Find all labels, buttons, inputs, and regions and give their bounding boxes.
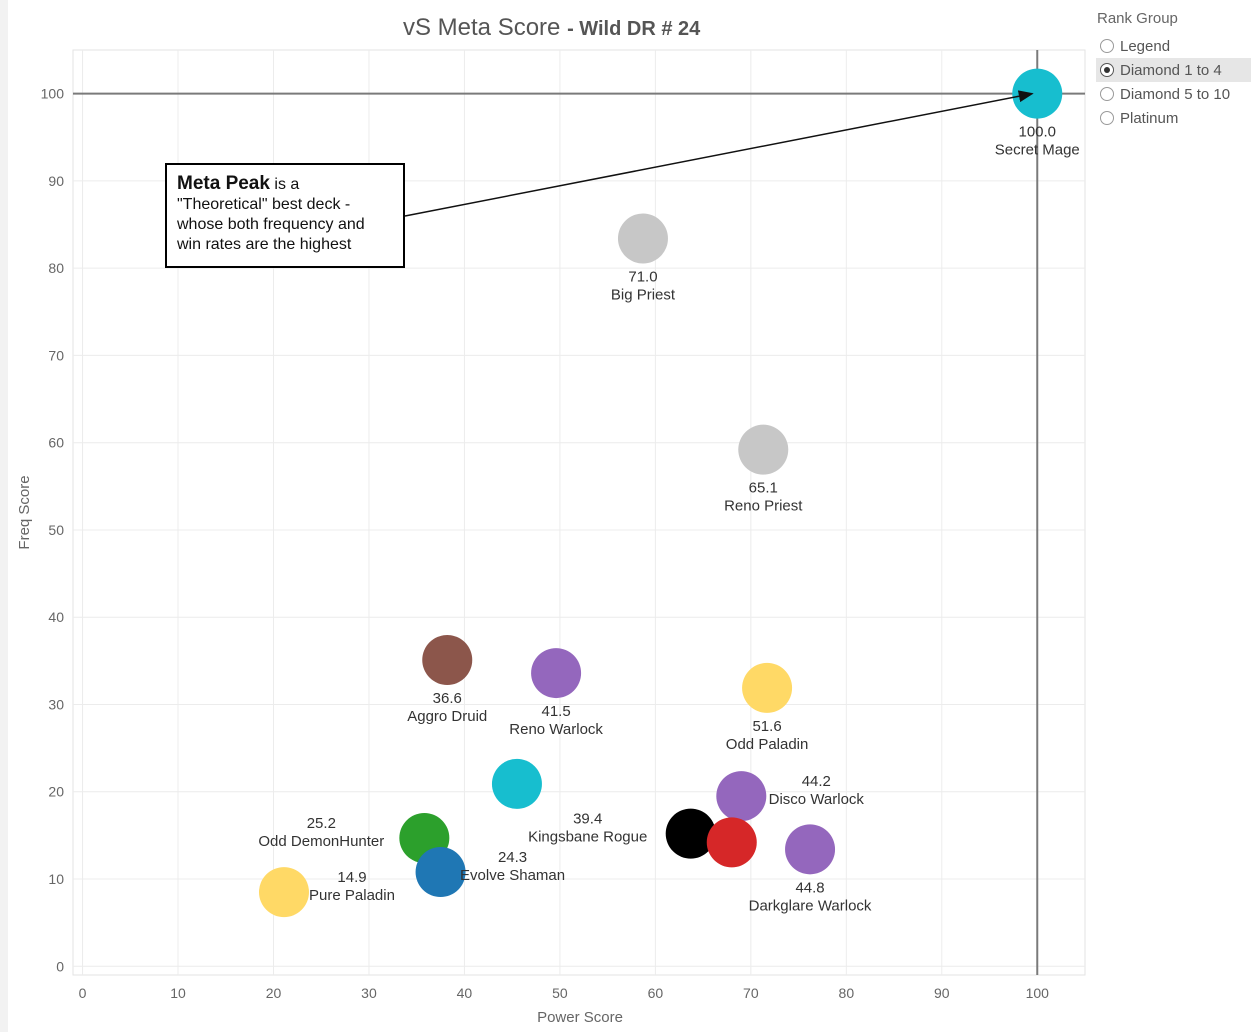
data-point xyxy=(422,634,473,685)
data-label-name: Evolve Shaman xyxy=(460,867,565,884)
radio-option-diamond-1-to-4[interactable]: Diamond 1 to 4 xyxy=(1096,58,1251,82)
y-tick-label: 10 xyxy=(48,871,64,887)
data-label-name: Secret Mage xyxy=(995,142,1080,159)
radio-option-diamond-5-to-10[interactable]: Diamond 5 to 10 xyxy=(1096,82,1251,106)
data-label-name: Big Priest xyxy=(611,286,676,303)
annotation-text-4: win rates are the highest xyxy=(177,236,352,253)
data-label-name: Darkglare Warlock xyxy=(749,897,872,914)
radio-option-label: Legend xyxy=(1120,37,1171,55)
radio-option-label: Platinum xyxy=(1120,109,1179,127)
x-tick-label: 40 xyxy=(457,985,473,1001)
radio-option-label: Diamond 1 to 4 xyxy=(1120,61,1222,79)
annotation-text-3: whose both frequency and xyxy=(177,216,365,233)
radio-button-icon[interactable] xyxy=(1100,39,1114,53)
data-label-score: 44.2 xyxy=(802,773,831,790)
data-label-score: 44.8 xyxy=(795,879,824,896)
y-tick-label: 60 xyxy=(48,435,64,451)
data-label-score: 51.6 xyxy=(752,718,781,735)
x-axis-label: Power Score xyxy=(537,1009,623,1026)
data-label-name: Reno Priest xyxy=(724,498,803,515)
y-tick-label: 0 xyxy=(56,958,64,974)
data-label-score: 39.4 xyxy=(573,811,602,828)
annotation-text-2: "Theoretical" best deck - xyxy=(177,196,351,213)
x-tick-label: 0 xyxy=(79,985,87,1001)
data-label-name: Odd Paladin xyxy=(726,736,809,753)
x-tick-label: 90 xyxy=(934,985,950,1001)
y-axis-label: Freq Score xyxy=(16,475,33,549)
data-label-score: 24.3 xyxy=(498,849,527,866)
radio-dot-icon xyxy=(1104,67,1110,73)
data-point xyxy=(665,808,716,859)
data-label-score: 100.0 xyxy=(1018,124,1056,141)
x-tick-label: 80 xyxy=(839,985,855,1001)
y-tick-label: 90 xyxy=(48,173,64,189)
x-tick-label: 50 xyxy=(552,985,568,1001)
x-tick-label: 100 xyxy=(1026,985,1050,1001)
y-tick-label: 40 xyxy=(48,609,64,625)
annotation-bold: Meta Peak xyxy=(177,173,270,194)
data-point xyxy=(531,648,582,699)
data-label-name: Aggro Druid xyxy=(407,708,487,725)
data-point xyxy=(1012,68,1063,119)
chart-subtitle: Wild DR # 24 xyxy=(579,18,701,40)
data-label-score: 36.6 xyxy=(433,690,462,707)
data-point xyxy=(716,771,767,822)
x-tick-label: 60 xyxy=(648,985,664,1001)
data-label-score: 65.1 xyxy=(749,480,778,497)
data-point xyxy=(785,824,836,875)
chart-title-dash: - xyxy=(567,18,580,40)
radio-option-label: Diamond 5 to 10 xyxy=(1120,85,1231,103)
radio-option-legend[interactable]: Legend xyxy=(1096,34,1251,58)
rank-group-filter: Rank Group Legend Diamond 1 to 4 Diamond… xyxy=(1096,10,1251,130)
x-tick-label: 70 xyxy=(743,985,759,1001)
data-point xyxy=(415,847,466,898)
x-tick-label: 10 xyxy=(170,985,186,1001)
y-tick-label: 50 xyxy=(48,522,64,538)
data-label-name: Odd DemonHunter xyxy=(258,833,384,850)
data-point xyxy=(491,758,542,809)
radio-button-icon[interactable] xyxy=(1100,111,1114,125)
annotation-arrow xyxy=(404,90,1034,217)
radio-option-platinum[interactable]: Platinum xyxy=(1096,106,1251,130)
y-tick-label: 80 xyxy=(48,260,64,276)
data-label-score: 71.0 xyxy=(628,268,657,285)
annotation-text-1: is a xyxy=(269,176,300,193)
radio-button-icon[interactable] xyxy=(1100,87,1114,101)
x-tick-label: 30 xyxy=(361,985,377,1001)
data-point xyxy=(738,424,789,475)
data-label-name: Disco Warlock xyxy=(769,791,865,808)
data-label-score: 14.9 xyxy=(337,869,366,886)
y-tick-label: 100 xyxy=(41,86,65,102)
y-tick-label: 70 xyxy=(48,347,64,363)
data-label-score: 25.2 xyxy=(307,815,336,832)
data-point xyxy=(617,213,668,264)
y-tick-label: 30 xyxy=(48,696,64,712)
meta-peak-annotation: Meta Peak is a "Theoretical" best deck -… xyxy=(165,163,405,268)
data-point xyxy=(706,817,757,868)
data-label-name: Reno Warlock xyxy=(509,721,603,738)
y-tick-label: 20 xyxy=(48,784,64,800)
radio-button-icon[interactable] xyxy=(1100,63,1114,77)
rank-group-title: Rank Group xyxy=(1097,10,1178,27)
data-point xyxy=(258,867,309,918)
data-point xyxy=(742,662,793,713)
data-label-score: 41.5 xyxy=(541,703,570,720)
chart-title: vS Meta Score - Wild DR # 24 xyxy=(403,14,700,42)
data-label-name: Kingsbane Rogue xyxy=(528,829,647,846)
data-label-name: Pure Paladin xyxy=(309,887,395,904)
chart-title-main: vS Meta Score xyxy=(403,14,561,41)
x-tick-label: 20 xyxy=(266,985,282,1001)
